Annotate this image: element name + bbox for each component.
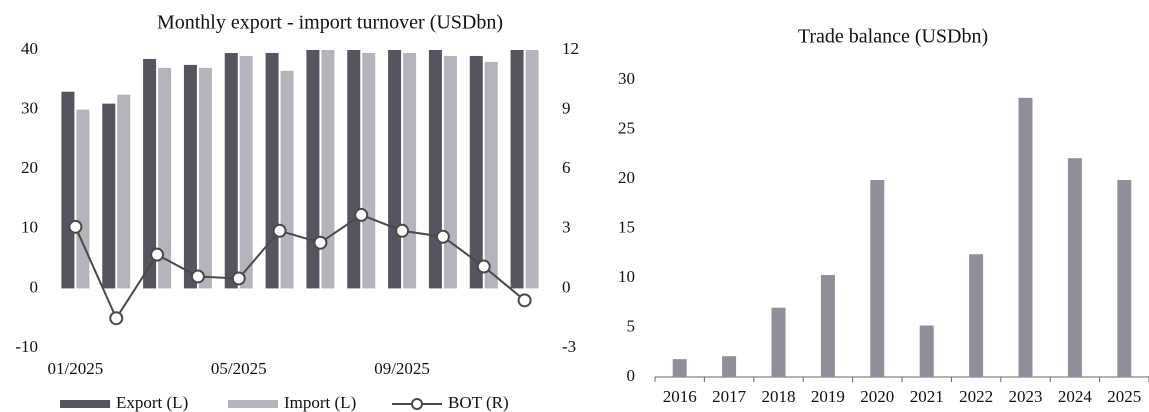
bar	[306, 50, 320, 289]
x-tick-label: 2019	[811, 387, 845, 406]
bar	[443, 55, 457, 289]
y2-tick-label: 0	[562, 277, 571, 296]
y-tick-label: 20	[618, 168, 635, 187]
bar	[672, 359, 687, 377]
x-tick-label: 2021	[910, 387, 944, 406]
bar	[224, 52, 238, 289]
x-tick-label: 2023	[1009, 387, 1043, 406]
bar	[969, 254, 984, 377]
marker	[313, 235, 328, 250]
bar	[484, 61, 498, 289]
marker	[354, 207, 369, 222]
marker	[272, 223, 287, 238]
bar	[388, 50, 402, 289]
bar	[1067, 158, 1082, 377]
marker	[476, 259, 491, 274]
x-tick-label: 2022	[959, 387, 993, 406]
legend-label: BOT (R)	[448, 393, 509, 412]
y2-tick-label: 6	[562, 158, 571, 177]
chart-title: Trade balance (USDbn)	[798, 26, 988, 48]
x-tick-label: 2016	[663, 387, 697, 406]
marker	[190, 269, 205, 284]
bar	[321, 50, 335, 289]
x-tick-label: 2018	[762, 387, 796, 406]
y-tick-label: 30	[618, 69, 635, 88]
bar	[265, 52, 279, 289]
bar	[820, 275, 835, 377]
legend-swatch	[411, 398, 423, 410]
legend-label: Export (L)	[116, 393, 188, 412]
bar	[158, 67, 172, 289]
y2-tick-label: -3	[562, 337, 576, 356]
y-tick-label: 0	[627, 366, 636, 385]
y-tick-label: 20	[21, 158, 38, 177]
bar	[722, 356, 737, 377]
line	[74, 213, 526, 321]
marker	[435, 229, 450, 244]
marker	[150, 247, 165, 262]
bar	[198, 67, 212, 289]
legend-swatch	[60, 400, 110, 408]
x-tick-label: 2025	[1107, 387, 1141, 406]
chart-title: Monthly export - import turnover (USDbn)	[157, 12, 503, 34]
marker	[395, 223, 410, 238]
bar	[403, 52, 417, 289]
x-tick-label: 2017	[712, 387, 747, 406]
bar	[1018, 97, 1033, 377]
y-tick-label: 0	[30, 277, 39, 296]
bar	[428, 50, 442, 289]
x-tick-label: 09/2025	[374, 359, 430, 378]
bar	[347, 50, 361, 289]
bar	[143, 58, 157, 289]
y-tick-label: 25	[618, 118, 635, 137]
bar	[919, 325, 934, 377]
y-tick-label: -10	[15, 337, 38, 356]
marker	[109, 311, 124, 326]
marker	[231, 271, 246, 286]
bar	[102, 103, 116, 289]
bar	[183, 64, 197, 289]
legend-label: Import (L)	[284, 393, 356, 412]
legend-swatch	[228, 400, 278, 408]
y-tick-label: 30	[21, 99, 38, 118]
y-tick-label: 15	[618, 217, 635, 236]
bar	[280, 70, 294, 289]
y2-tick-label: 9	[562, 99, 571, 118]
y-tick-label: 10	[618, 267, 635, 286]
bar	[469, 55, 483, 289]
bar	[510, 50, 524, 289]
marker	[517, 293, 532, 308]
bar	[870, 179, 885, 377]
bar	[117, 94, 131, 289]
x-tick-label: 01/2025	[48, 359, 104, 378]
bar	[61, 91, 75, 289]
bar	[1117, 179, 1132, 377]
x-tick-label: 2024	[1058, 387, 1093, 406]
bar	[239, 55, 253, 289]
bar	[76, 109, 90, 289]
y2-tick-label: 12	[562, 39, 579, 58]
bar	[362, 52, 376, 289]
y-tick-label: 5	[627, 316, 636, 335]
y-tick-label: 40	[21, 39, 38, 58]
x-tick-label: 2020	[860, 387, 894, 406]
x-tick-label: 05/2025	[211, 359, 267, 378]
bar	[525, 50, 539, 289]
bar	[771, 307, 786, 377]
y-tick-label: 10	[21, 218, 38, 237]
y2-tick-label: 3	[562, 218, 571, 237]
marker	[68, 219, 83, 234]
